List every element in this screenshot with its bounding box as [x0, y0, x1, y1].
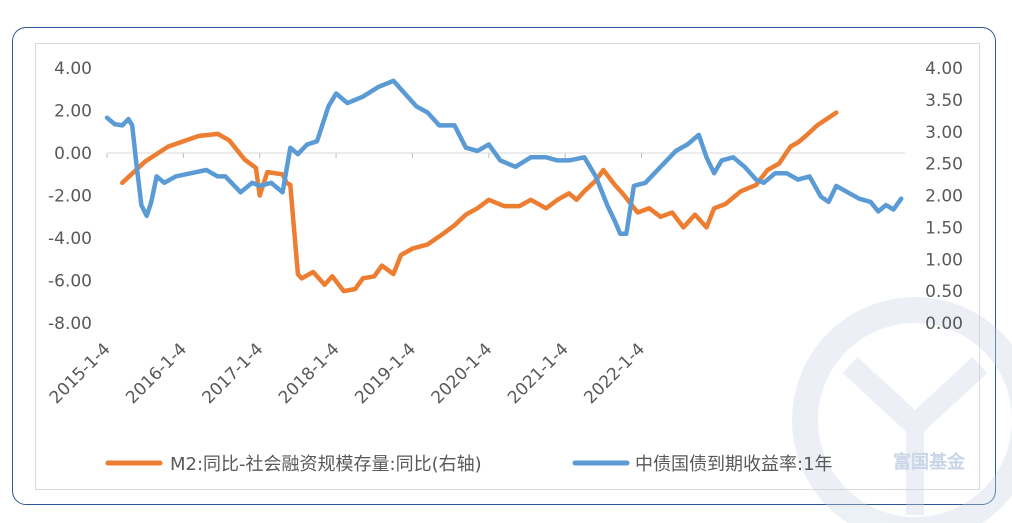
left-axis: 4.00 2.00 0.00 -2.00 -4.00 -6.00 -8.00 [48, 59, 92, 334]
right-tick-label: 1.50 [925, 218, 963, 238]
series-line-1 [120, 110, 839, 294]
x-tick-label: 2016-1-4 [122, 339, 191, 408]
right-tick-label: 1.00 [925, 250, 963, 270]
right-tick-label: 2.50 [925, 155, 963, 175]
outer-frame [12, 27, 996, 505]
x-tick-label: 2017-1-4 [199, 339, 268, 408]
right-tick-label: 0.00 [925, 314, 963, 334]
left-tick-label: -2.00 [48, 187, 92, 207]
legend-label: M2:同比-社会融资规模存量:同比(右轴) [170, 454, 482, 475]
x-tick-label: 2018-1-4 [275, 339, 344, 408]
watermark-logo [792, 297, 1012, 523]
watermark-text: 富国基金 [893, 451, 966, 473]
x-tick-label: 2022-1-4 [580, 339, 649, 408]
left-tick-label: -4.00 [48, 229, 92, 249]
chart-area-frame [35, 43, 980, 490]
right-tick-label: 3.50 [925, 91, 963, 111]
right-axis: 4.00 3.50 3.00 2.50 2.00 1.50 1.00 0.50 0.00 [925, 59, 963, 334]
series-line-2 [104, 78, 904, 237]
series-layer [104, 78, 904, 294]
left-tick-label: 0.00 [54, 144, 92, 164]
x-tick-label: 2019-1-4 [351, 339, 420, 408]
left-tick-label: -8.00 [48, 314, 92, 334]
legend-label: 中债国债到期收益率:1年 [635, 454, 833, 475]
x-tick-label: 2015-1-4 [46, 339, 115, 408]
x-tick-label: 2021-1-4 [504, 339, 573, 408]
left-tick-label: 2.00 [54, 102, 92, 122]
right-tick-label: 0.50 [925, 282, 963, 302]
left-tick-label: -6.00 [48, 272, 92, 292]
right-tick-label: 3.00 [925, 123, 963, 143]
x-tick-label: 2020-1-4 [428, 339, 497, 408]
x-axis: 2015-1-4 2016-1-4 2017-1-4 2018-1-4 2019-1-4… [46, 153, 649, 408]
left-tick-label: 4.00 [54, 59, 92, 79]
right-tick-label: 4.00 [925, 59, 963, 79]
legend: M2:同比-社会融资规模存量:同比(右轴) 中债国债到期收益率:1年 [105, 454, 833, 475]
watermark-text-label: 富国基金 [893, 451, 966, 473]
right-tick-label: 2.00 [925, 187, 963, 207]
